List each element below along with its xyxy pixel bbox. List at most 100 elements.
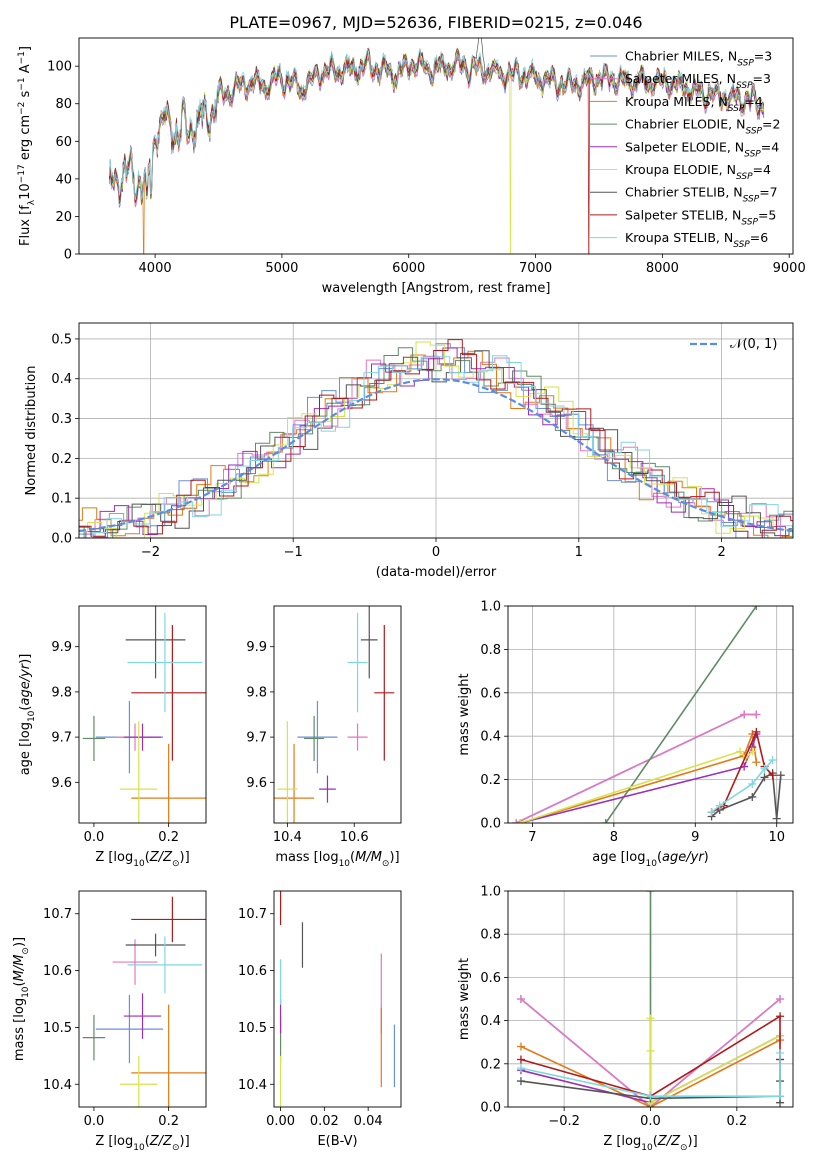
y-axis-label-part: mass weight — [457, 673, 472, 755]
y-axis-label-part: mass [log — [12, 998, 27, 1061]
histogram-step-chabrier-elodie — [79, 347, 793, 538]
x-tick-label: 0.02 — [310, 1114, 339, 1129]
y-axis-label-part: M/M — [12, 955, 27, 982]
y-tick-label: 9.6 — [51, 776, 72, 791]
y-tick-label: 9.8 — [246, 685, 267, 700]
y-tick-label: 0.8 — [480, 928, 501, 943]
y-tick-label: 0.5 — [51, 332, 72, 347]
x-axis-label: mass [log10(M/M⊙)] — [275, 850, 399, 869]
y-tick-label: 0 — [64, 248, 72, 263]
legend-entry: Chabrier MILES, NSSP=3 — [625, 49, 772, 69]
y-tick-label: 9.8 — [51, 685, 72, 700]
x-axis-label: E(B-V) — [317, 1134, 357, 1149]
x-tick-label: −0.2 — [548, 1114, 580, 1129]
y-tick-label: 80 — [55, 97, 72, 112]
plot-area-residuals — [79, 339, 793, 538]
x-tick-label: 9000 — [773, 261, 806, 276]
x-axis-label-part: mass [log — [275, 850, 338, 865]
x-axis-label-part: Z/Z — [149, 1134, 173, 1149]
legend-entry: Chabrier ELODIE, NSSP=2 — [625, 117, 780, 137]
weight-line-salpeter-elodie — [520, 733, 758, 823]
legend-n: =4 — [761, 139, 779, 154]
y-tick-label: 10.4 — [238, 1078, 267, 1093]
x-axis-label: Z [log10(Z/Z⊙)] — [95, 1134, 189, 1153]
weight-marker — [646, 1046, 655, 1055]
x-axis-label-part: ⊙ — [382, 859, 390, 869]
y-tick-label: 9.9 — [51, 640, 72, 655]
panel-age_vs_Z: 0.0 0.29.69.79.89.9Z [log10(Z/Z⊙)]age [lo… — [18, 605, 207, 869]
x-tick-label: 1 — [575, 545, 583, 560]
weight-marker — [748, 792, 757, 801]
panel-residuals: −2 −1 0 1 2 0.0 0.1 0.2 0.3 0.4 0.5 𝒩(0, 1) (data-mo… — [24, 322, 794, 580]
legend-text: Chabrier STELIB, N — [625, 185, 743, 200]
legend-text: Salpeter MILES, N — [625, 71, 736, 86]
y-tick-label: 40 — [55, 172, 72, 187]
weight-marker — [736, 747, 745, 756]
weight-marker — [768, 756, 777, 765]
y-tick-label: 0.3 — [51, 412, 72, 427]
x-tick-label: 2 — [717, 545, 725, 560]
spectrum-line-kroupa-stelib — [109, 48, 765, 201]
legend-sub: SSP — [744, 149, 761, 159]
weight-marker — [646, 1014, 655, 1023]
x-tick-label: 0 — [432, 545, 440, 560]
x-tick-label: 0.2 — [158, 830, 179, 845]
panel-weight_vs_Z: −0.2 0.0 0.2 0.0 0.2 0.4 0.6 0.8 1.0 Z [log10(Z/Z… — [457, 885, 794, 1153]
x-tick-label: 0.00 — [266, 1114, 295, 1129]
x-tick-label: 7 — [528, 830, 536, 845]
y-axis-label-part: ( — [18, 706, 33, 711]
axes-frame — [273, 890, 402, 1108]
x-axis-label-part: 10 — [133, 859, 145, 869]
y-tick-label: 0.4 — [480, 1014, 501, 1029]
x-axis-label-part: ( — [657, 850, 662, 865]
histogram-step-salpeter-miles — [79, 355, 793, 538]
x-tick-label: 0.0 — [84, 1114, 105, 1129]
x-tick-label: 0.2 — [727, 1114, 748, 1129]
weight-marker — [776, 995, 785, 1003]
x-axis-label: Z [log10(Z/Z⊙)] — [95, 850, 189, 869]
x-axis-label-part: ⊙ — [172, 859, 180, 869]
y-axis-label-part: s — [18, 90, 33, 101]
y-tick-label: 9.6 — [246, 776, 267, 791]
panel-age_vs_mass: 10.4 10.6 9.6 9.7 9.8 9.9 mass [log10(M/M⊙)] — [246, 605, 402, 869]
x-axis-label-part: )] — [389, 850, 399, 865]
x-axis-label: age [log10(age/yr) — [592, 850, 709, 869]
y-axis-label-part: ] — [18, 46, 33, 51]
y-axis-label-part: −17 — [17, 164, 27, 183]
legend-n: =6 — [750, 230, 768, 245]
y-tick-label: 0.2 — [51, 452, 72, 467]
y-axis-label-part: Flux [f — [18, 205, 33, 246]
legend-text: Kroupa ELODIE, N — [625, 162, 736, 177]
weight-line-kroupa-miles — [519, 730, 758, 823]
weight-marker — [772, 814, 781, 823]
plot-area-weight_vs_Z — [516, 891, 785, 1107]
y-axis-label: mass weight — [457, 673, 472, 755]
y-tick-label: 0.6 — [480, 971, 501, 986]
x-tick-label: 0.04 — [354, 1114, 383, 1129]
weight-marker — [752, 758, 761, 767]
y-tick-label: 10.7 — [238, 907, 267, 922]
y-axis-label: mass [log10(M/M⊙)] — [12, 937, 31, 1061]
legend-text: Salpeter ELODIE, N — [625, 139, 744, 154]
plot-area-age_vs_Z — [82, 606, 206, 823]
x-tick-label: 0.2 — [158, 1114, 179, 1129]
x-axis-label-part: )] — [180, 1134, 190, 1149]
legend-n: =7 — [759, 185, 777, 200]
weight-marker — [516, 995, 525, 1003]
legend-text: Kroupa MILES, N — [625, 94, 728, 109]
x-tick-label: 8000 — [646, 261, 679, 276]
y-tick-label: 0.1 — [51, 492, 72, 507]
panel-spectrum: 4000 5000 6000 7000 8000 9000 0 20 40 60 80 100 wave… — [17, 37, 806, 296]
weight-marker — [715, 801, 724, 810]
x-axis-label-part: Z/Z — [657, 1134, 681, 1149]
x-axis-label-part: ( — [145, 1134, 150, 1149]
legend-entry: Kroupa STELIB, NSSP=6 — [625, 230, 768, 250]
y-axis-label-part: Normed distribution — [24, 366, 39, 496]
y-axis-label: Flux [fλ10−17 erg cm−2 s−1 A−1] — [17, 46, 37, 246]
legend-n: =3 — [754, 49, 772, 64]
figure-title: PLATE=0967, MJD=52636, FIBERID=0215, z=0… — [229, 13, 642, 32]
y-tick-label: 9.7 — [51, 731, 72, 746]
weight-line-chabrier-elodie — [605, 606, 758, 823]
legend-n: =2 — [762, 117, 780, 132]
histogram-step-kroupa-stelib — [79, 355, 793, 538]
